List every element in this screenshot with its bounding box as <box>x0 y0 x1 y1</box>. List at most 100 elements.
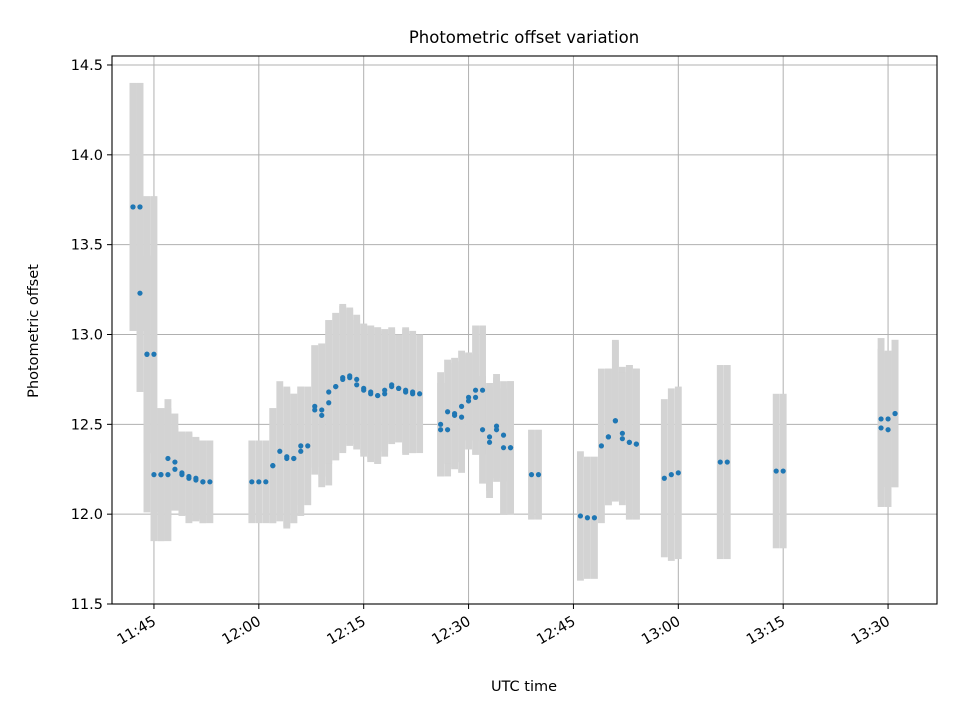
data-point <box>375 392 381 399</box>
data-point <box>312 407 318 413</box>
data-point <box>717 459 723 465</box>
data-point <box>479 387 486 393</box>
data-point <box>403 389 409 395</box>
data-point <box>396 385 402 391</box>
chart-title: Photometric offset variation <box>409 28 639 47</box>
data-point <box>486 434 493 440</box>
data-point <box>382 391 388 397</box>
data-point <box>284 455 290 462</box>
data-point <box>493 423 500 429</box>
y-tick-label: 12.5 <box>71 417 103 433</box>
data-point <box>172 459 178 465</box>
data-point <box>479 427 486 433</box>
data-point <box>773 468 779 474</box>
data-point <box>675 470 681 476</box>
data-point <box>528 472 535 478</box>
data-point <box>256 479 262 485</box>
data-point <box>451 412 458 418</box>
data-point <box>298 448 304 454</box>
data-point <box>326 389 332 395</box>
data-point <box>326 400 332 406</box>
data-point <box>605 434 611 440</box>
data-point <box>724 459 730 465</box>
data-point <box>892 410 898 417</box>
data-point <box>619 436 625 442</box>
data-point <box>312 403 318 409</box>
data-point <box>361 387 367 393</box>
data-point <box>486 439 493 445</box>
y-tick-label: 14.5 <box>71 58 103 74</box>
data-point <box>465 394 472 400</box>
data-point <box>885 416 891 422</box>
data-point <box>465 398 472 404</box>
data-point <box>368 391 374 397</box>
data-point <box>333 383 339 390</box>
data-point <box>200 479 206 485</box>
data-point <box>193 477 199 483</box>
y-axis: 11.5 12.0 12.5 13.0 13.5 14.0 14.5 <box>71 58 112 613</box>
y-tick-label: 11.5 <box>71 597 103 613</box>
data-point <box>298 443 304 449</box>
data-point <box>668 472 674 478</box>
data-point <box>417 391 423 397</box>
data-point <box>305 443 311 449</box>
data-point <box>291 455 297 462</box>
data-point <box>598 443 605 449</box>
y-tick-label: 12.0 <box>71 507 103 523</box>
data-point <box>165 472 171 478</box>
data-point <box>354 376 360 383</box>
data-point <box>137 204 143 210</box>
data-point <box>354 382 360 388</box>
data-point <box>319 412 325 418</box>
data-point <box>277 448 283 454</box>
data-point <box>438 421 444 427</box>
data-point <box>500 445 507 451</box>
data-point <box>179 472 185 478</box>
data-point <box>458 403 465 409</box>
data-point <box>130 204 136 210</box>
data-point <box>207 479 213 485</box>
data-point <box>382 387 388 393</box>
data-point <box>172 466 178 472</box>
y-tick-label: 14.0 <box>71 148 103 164</box>
data-point <box>878 425 884 431</box>
data-point <box>319 407 325 413</box>
data-point <box>444 427 451 433</box>
data-point <box>186 475 192 481</box>
data-point <box>472 387 479 393</box>
data-point <box>158 472 164 478</box>
data-point <box>249 479 255 485</box>
plot-area <box>112 56 937 604</box>
x-axis-label: UTC time <box>491 679 557 695</box>
data-point <box>780 468 786 474</box>
data-point <box>151 472 157 478</box>
data-points <box>130 204 898 521</box>
y-tick-label: 13.5 <box>71 238 103 254</box>
data-point <box>500 432 507 438</box>
data-point <box>493 427 500 433</box>
axes-frame <box>111 55 938 605</box>
data-point <box>410 391 416 397</box>
data-point <box>340 375 346 381</box>
data-point <box>591 515 598 521</box>
data-point <box>507 445 514 451</box>
data-point <box>438 427 444 433</box>
data-point <box>535 472 542 478</box>
data-point <box>885 427 891 433</box>
data-point <box>444 409 451 415</box>
data-point <box>472 394 479 400</box>
data-point <box>458 414 465 420</box>
data-point <box>612 418 618 424</box>
data-point <box>661 475 667 481</box>
data-point <box>584 515 591 521</box>
data-point <box>270 463 276 469</box>
data-point <box>165 455 171 462</box>
data-point <box>137 290 143 296</box>
data-point <box>577 513 584 519</box>
data-point <box>633 441 639 447</box>
data-point <box>619 430 625 436</box>
y-tick-label: 13.0 <box>71 327 103 343</box>
data-point <box>151 351 157 357</box>
data-point <box>144 351 150 357</box>
